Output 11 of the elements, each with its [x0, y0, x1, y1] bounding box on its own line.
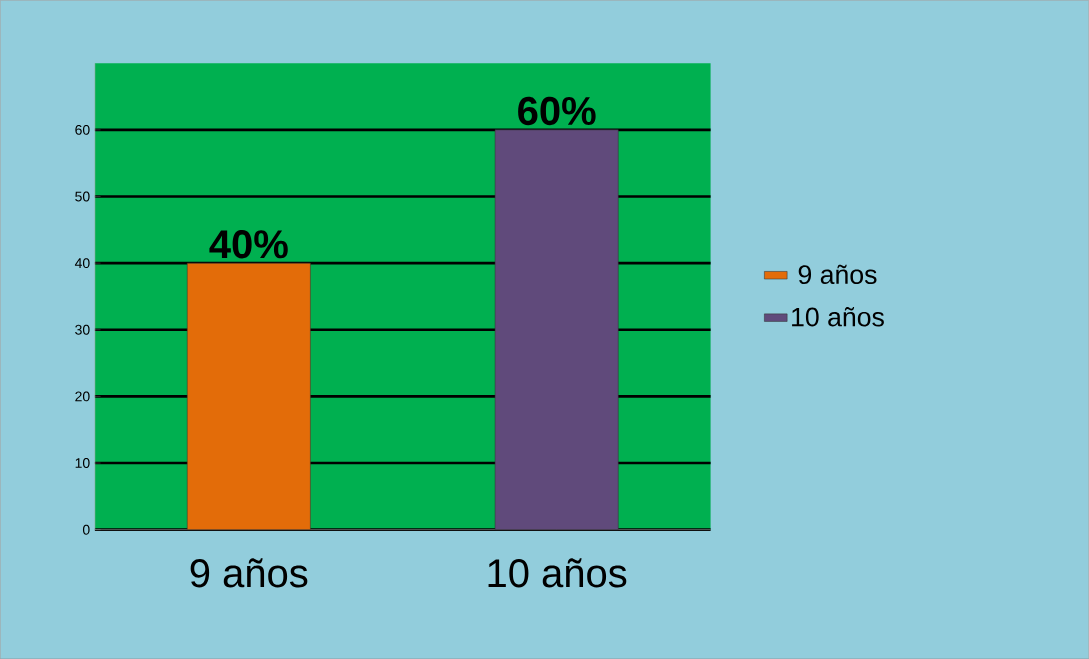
legend-label: 10 años: [792, 307, 884, 327]
y-tick-label: 10: [75, 458, 90, 468]
data-label: 60%: [518, 96, 596, 126]
legend-label: 9 años: [798, 264, 877, 284]
y-tick-label: 20: [75, 391, 90, 402]
y-tick-label: 30: [75, 324, 90, 335]
data-label: 40%: [209, 230, 288, 259]
y-tick-label: 60: [75, 124, 90, 135]
y-tick-label: 50: [75, 191, 90, 202]
y-tick-label: 40: [74, 258, 90, 268]
y-tick-label: 0: [82, 524, 90, 535]
